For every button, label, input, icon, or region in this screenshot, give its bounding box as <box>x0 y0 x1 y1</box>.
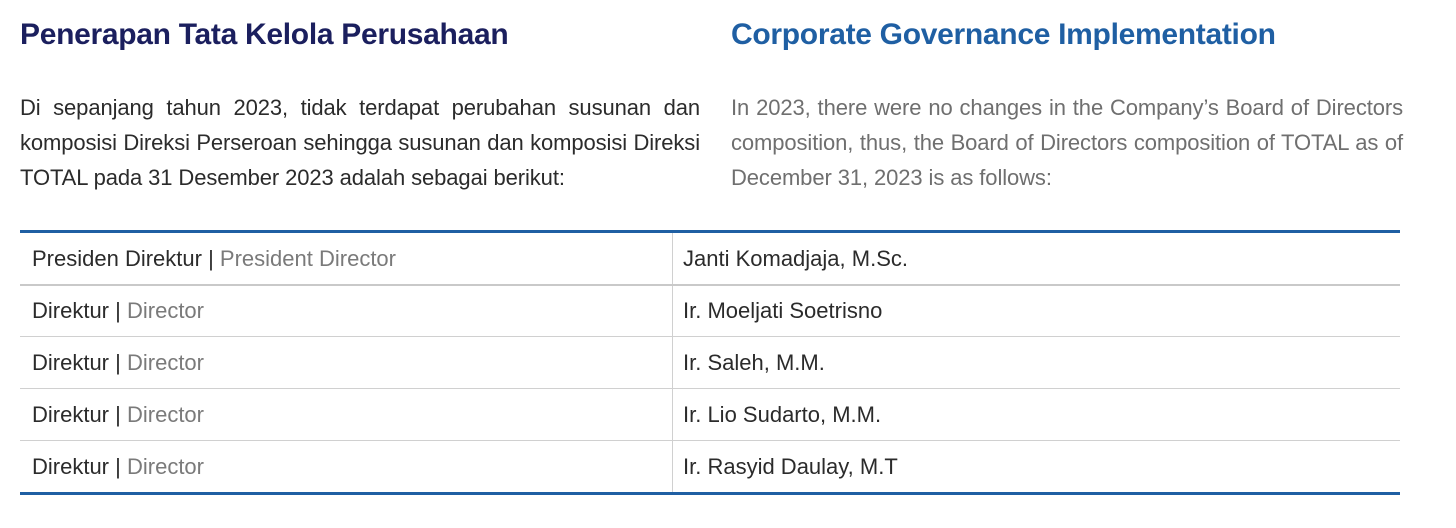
table-row: Direktur | Director Ir. Saleh, M.M. <box>20 336 1400 388</box>
table-row: Direktur | Director Ir. Lio Sudarto, M.M… <box>20 388 1400 440</box>
position-indonesian: Direktur <box>32 401 110 427</box>
column-divider <box>672 233 673 284</box>
position-english: Director <box>126 298 204 323</box>
board-of-directors-table: Presiden Direktur | President Director J… <box>20 230 1400 495</box>
position-indonesian: Presiden Direktur <box>32 245 202 271</box>
director-name: Ir. Saleh, M.M. <box>683 349 825 375</box>
director-name: Ir. Rasyid Daulay, M.T <box>683 453 898 479</box>
position-english: Director <box>126 453 204 479</box>
position-cell: Direktur | Director <box>20 350 672 376</box>
position-separator: | <box>115 349 121 375</box>
heading-indonesian: Penerapan Tata Kelola Perusahaan <box>20 18 509 51</box>
position-english: Director <box>126 349 204 375</box>
position-separator: | <box>208 245 214 271</box>
director-name: Ir. Lio Sudarto, M.M. <box>683 401 882 427</box>
position-cell: Direktur | Director <box>20 402 672 428</box>
position-cell: Direktur | Director <box>20 454 672 480</box>
column-divider <box>672 389 673 440</box>
position-indonesian: Direktur <box>32 349 110 375</box>
column-divider <box>672 441 673 492</box>
right-column-english: Corporate Governance Implementation In 2… <box>731 14 1403 190</box>
position-english: Director <box>126 401 204 427</box>
position-cell: Direktur | Director <box>20 298 672 324</box>
position-separator: | <box>115 453 121 479</box>
position-separator: | <box>115 401 121 427</box>
left-column-indonesian: Penerapan Tata Kelola Perusahaan Di sepa… <box>20 14 700 190</box>
table-row: Direktur | Director Ir. Rasyid Daulay, M… <box>20 440 1400 492</box>
position-english: President Director <box>219 245 396 271</box>
table-row: Presiden Direktur | President Director J… <box>20 233 1400 284</box>
heading-english: Corporate Governance Implementation <box>731 18 1276 51</box>
position-separator: | <box>115 298 121 323</box>
paragraph-english: In 2023, there were no changes in the Co… <box>731 95 1403 190</box>
director-name: Ir. Moeljati Soetrisno <box>683 298 883 323</box>
column-divider <box>672 286 673 336</box>
position-indonesian: Direktur <box>32 298 110 323</box>
director-name: Janti Komadjaja, M.Sc. <box>683 245 908 271</box>
paragraph-indonesian: Di sepanjang tahun 2023, tidak terdapat … <box>20 95 700 190</box>
position-indonesian: Direktur <box>32 453 110 479</box>
position-cell: Presiden Direktur | President Director <box>20 246 672 272</box>
table-row: Direktur | Director Ir. Moeljati Soetris… <box>20 284 1400 336</box>
column-divider <box>672 337 673 388</box>
